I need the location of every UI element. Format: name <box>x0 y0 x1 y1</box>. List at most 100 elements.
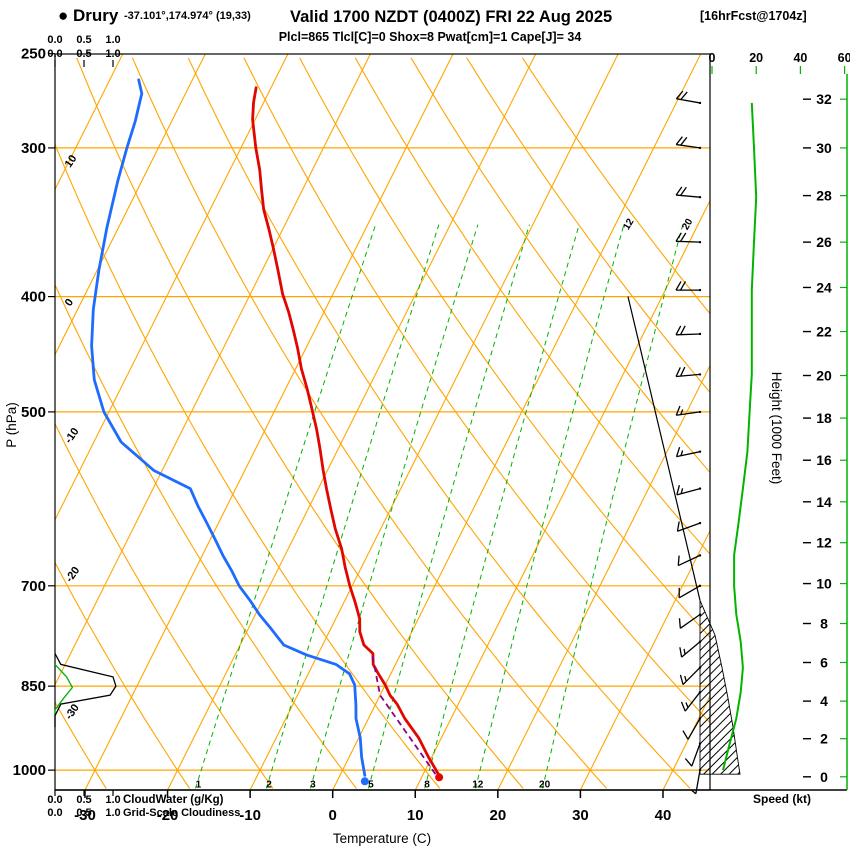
speed-curve <box>722 102 758 771</box>
wind-barb <box>676 451 701 458</box>
adiabat-label: 0 <box>63 297 76 309</box>
temperature-curve <box>251 86 441 777</box>
isotherm-line <box>497 364 710 790</box>
wind-barb <box>677 554 701 567</box>
wind-barb <box>679 613 701 629</box>
speed-tick-label: 20 <box>749 51 763 65</box>
mixing-ratio-line <box>309 224 479 789</box>
temperature-tick-label: 10 <box>407 807 424 824</box>
cloud-scales: 0.00.00.00.00.50.50.50.51.01.01.01.0 <box>47 34 120 819</box>
cloudiness-scale-tick: 1.0 <box>105 48 120 60</box>
dry-adiabat-line <box>55 142 441 789</box>
temperature-tick-label: -10 <box>239 807 261 824</box>
wind-barb <box>675 240 701 243</box>
wind-barb <box>691 743 701 767</box>
temperature-tick-label: -20 <box>157 807 179 824</box>
dry-adiabat-line <box>466 57 710 394</box>
temperature-tick-label: -30 <box>74 807 96 824</box>
temperature-tick-label: 20 <box>489 807 506 824</box>
wind-barb <box>675 333 701 336</box>
speed-tick-label: 40 <box>793 51 807 65</box>
cloudiness-profile <box>54 653 117 727</box>
station-name: ● Drury <box>58 6 119 25</box>
cloudwater-scale-tick-bottom: 0.5 <box>76 794 91 806</box>
mixing-ratio-label: 2 <box>266 779 272 790</box>
dewpoint-curve <box>90 78 367 777</box>
height-tick-label: 16 <box>816 452 832 468</box>
wind-barbs <box>675 90 702 795</box>
cloudiness-scale-tick: 0.0 <box>47 48 62 60</box>
mixing-ratio-label: 3 <box>310 779 316 790</box>
speed-axis: 0 20 40 60 <box>709 51 850 74</box>
pressure-tick-label: 400 <box>21 289 46 306</box>
adiabat-label: -20 <box>63 565 82 585</box>
height-tick-label: 12 <box>816 535 832 551</box>
height-tick-label: 30 <box>816 140 832 156</box>
speed-axis-title: Speed (kt) <box>753 792 811 806</box>
wind-barb <box>676 98 701 104</box>
speed-tick-label: 0 <box>709 51 716 65</box>
wind-barb <box>676 143 701 149</box>
wind-barb <box>676 373 701 378</box>
dry-adiabat-line <box>354 57 710 555</box>
dry-adiabat-line <box>55 422 274 789</box>
pressure-tick-label: 250 <box>21 46 46 63</box>
height-tick-label: 14 <box>816 494 832 510</box>
plot-frame <box>54 53 848 791</box>
isotherm-line <box>579 529 710 790</box>
skewt-grid <box>55 54 710 790</box>
dry-adiabat-line <box>521 57 710 315</box>
mixing-ratio-top-label: 20 <box>680 217 695 233</box>
height-tick-label: 26 <box>816 234 832 250</box>
mixing-ratio-top-label: 12 <box>621 217 636 233</box>
wind-barb <box>684 691 701 712</box>
cloud-column-boundary <box>627 296 701 601</box>
pressure-axis-title: P (hPa) <box>4 402 19 448</box>
adiabat-label: 10 <box>63 153 80 170</box>
wind-barb <box>676 411 701 416</box>
temperature-tick-label: 30 <box>572 807 589 824</box>
height-tick-label: 8 <box>820 616 828 632</box>
mixing-ratio-line <box>367 224 530 789</box>
wind-barb <box>681 641 701 658</box>
speed-profile <box>722 102 758 771</box>
height-tick-label: 10 <box>816 576 832 592</box>
sounding-curves <box>90 78 444 786</box>
mixing-ratio-line <box>195 224 377 789</box>
cloudwater-scale-tick: 0.5 <box>76 34 91 46</box>
mixing-ratio-line <box>424 224 580 789</box>
temperature-tick-label: 0 <box>329 807 337 824</box>
height-tick-label: 0 <box>820 769 828 785</box>
mixing-ratio-line <box>475 224 625 789</box>
height-tick-label: 6 <box>820 655 828 671</box>
height-tick-label: 4 <box>820 693 828 709</box>
dry-adiabat-line <box>243 57 710 724</box>
mixing-ratio-line <box>265 224 440 789</box>
cloudiness-scale-tick: 0.5 <box>76 48 91 60</box>
mixing-ratio-label: 8 <box>424 779 430 790</box>
cloud-profiles <box>54 653 117 727</box>
height-tick-label: 2 <box>820 731 828 747</box>
cloudwater-scale-tick-bottom: 0.0 <box>47 794 62 806</box>
height-tick-label: 24 <box>816 279 832 295</box>
pressure-tick-label: 1000 <box>13 762 46 779</box>
pressure-tick-label: 700 <box>21 578 46 595</box>
isotherm-line <box>55 54 371 687</box>
cloudwater-scale-tick: 1.0 <box>105 34 120 46</box>
isotherm-line <box>55 54 206 356</box>
adiabat-label: -30 <box>63 702 82 722</box>
adiabat-label: -10 <box>63 426 82 446</box>
pressure-tick-label: 850 <box>21 678 46 695</box>
stability-indices: Plcl=865 Tlcl[C]=0 Shox=8 Pwat[cm]=1 Cap… <box>279 30 582 44</box>
isotherm-line <box>84 54 454 790</box>
dry-adiabat-line <box>55 701 107 789</box>
wind-barb <box>682 667 701 685</box>
isotherm-line <box>249 54 619 790</box>
surface-temperature-dot <box>435 773 444 782</box>
dry-adiabat-line <box>76 57 524 789</box>
wind-barb <box>687 718 701 740</box>
